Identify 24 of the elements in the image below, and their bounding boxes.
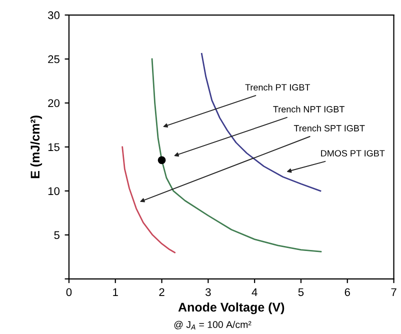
x-tick-label: 4 <box>252 288 258 296</box>
x-tick-label: 0 <box>66 288 72 296</box>
y-tick-label: 5 <box>54 231 60 240</box>
x-tick-label: 1 <box>113 288 118 296</box>
annotation: Trench NPT IGBT <box>273 106 344 112</box>
y-axis-title: E (mJ/cm²) <box>30 116 42 178</box>
y-tick-label: 30 <box>48 11 60 20</box>
text: @ J$_{A}$ = 100 A/cm² <box>174 320 252 330</box>
x-axis-title: Anode Voltage (V) <box>178 302 284 314</box>
line-series <box>200 53 322 192</box>
y-tick-label: 25 <box>48 55 60 64</box>
x-tick-label: 5 <box>298 288 304 296</box>
annotation: Trench PT IGBT <box>245 84 310 91</box>
line-series <box>122 146 176 254</box>
line-series <box>151 58 322 252</box>
annotation: Trench SPT IGBT <box>294 124 365 132</box>
x-tick-label: 7 <box>391 288 396 296</box>
annotation: DMOS PT IGBT <box>321 150 385 157</box>
y-tick-label: 10 <box>48 187 60 196</box>
y-tick-label: 15 <box>48 143 60 152</box>
y-tick-label: 20 <box>48 99 60 108</box>
x-tick-label: 6 <box>344 288 350 296</box>
x-tick-label: 2 <box>159 288 164 296</box>
x-tick-label: 3 <box>206 288 211 296</box>
